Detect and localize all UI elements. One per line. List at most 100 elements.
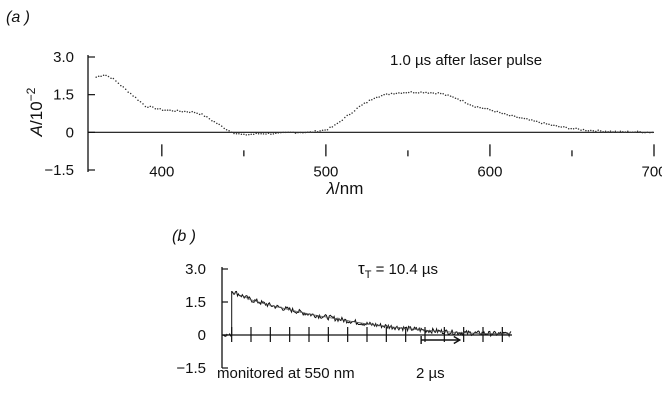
panel-a-ytick-label: 0	[66, 124, 74, 141]
panel-a-data-point	[179, 110, 181, 112]
panel-a-data-point	[407, 91, 410, 94]
panel-a-data-point	[508, 114, 511, 117]
panel-a-data-point	[385, 93, 388, 95]
panel-a-data-point	[467, 103, 469, 105]
panel-a-data-point	[533, 120, 535, 122]
panel-a-data-point	[198, 113, 201, 116]
panel-a-label: (a )	[6, 9, 30, 26]
panel-a-data-point	[592, 130, 595, 132]
panel-a-data-point	[563, 125, 565, 128]
panel-a-data-point	[243, 133, 245, 135]
panel-a-data-point	[523, 117, 526, 120]
panel-a-data-point	[442, 93, 444, 95]
panel-a-data-point	[439, 92, 442, 95]
panel-a-data-point	[516, 116, 518, 119]
panel-a-data-point	[270, 133, 272, 135]
panel-a-data-point	[572, 128, 575, 130]
panel-a-data-point	[479, 106, 481, 109]
panel-a-data-point	[351, 112, 353, 114]
panel-a-data-point	[395, 92, 398, 95]
panel-a-data-point	[152, 106, 154, 108]
panel-a-data-point	[427, 92, 430, 94]
panel-a-data-point	[248, 133, 250, 136]
panel-a-data-point	[580, 129, 582, 131]
panel-a-xlabel-symbol: λ	[326, 179, 335, 198]
panel-a-data-point	[211, 119, 213, 122]
panel-a-data-point	[486, 107, 489, 110]
panel-a-data-point	[599, 130, 602, 132]
panel-a-data-point	[582, 128, 585, 131]
panel-a-data-point	[639, 131, 641, 133]
panel-a-data-point	[230, 131, 233, 134]
panel-a-data-point	[617, 131, 619, 133]
panel-a-xlabel: λ/nm	[326, 179, 364, 198]
panel-a-data-point	[218, 123, 220, 126]
panel-a-data-point	[491, 109, 494, 112]
panel-a-data-point	[641, 131, 644, 134]
panel-a-data-point	[595, 130, 597, 133]
panel-a-data-point	[191, 110, 193, 113]
panel-a-data-point	[403, 91, 405, 94]
panel-a-data-point	[634, 131, 636, 133]
panel-a-data-point	[240, 133, 243, 135]
panel-b-ytick-label: 3.0	[185, 261, 206, 278]
panel-a-data-point	[521, 117, 523, 119]
panel-a-data-point	[102, 74, 105, 76]
panel-a-data-point	[629, 131, 631, 134]
panel-a-data-point	[134, 96, 137, 99]
panel-a-data-point	[545, 123, 548, 125]
panel-a-data-point	[575, 127, 577, 130]
panel-a-data-point	[540, 122, 543, 125]
panel-a-data-point	[344, 116, 346, 119]
panel-a-data-point	[393, 93, 395, 95]
panel-a-data-point	[550, 124, 553, 127]
panel-a-data-point	[339, 120, 341, 123]
panel-a-data-point	[307, 131, 309, 133]
panel-a-data-point	[203, 115, 206, 117]
panel-a-data-point	[597, 129, 599, 131]
panel-a-data-point	[233, 132, 235, 135]
panel-b-axes	[221, 267, 512, 368]
panel-a-data-point	[612, 131, 614, 133]
panel-a-data-point	[400, 92, 403, 95]
panel-a-data-point	[481, 107, 484, 109]
panel-a-data-point	[132, 95, 134, 97]
panel-a-data-point	[294, 132, 297, 134]
panel-a-data-point	[287, 131, 289, 134]
panel-a-data-point	[368, 99, 371, 101]
panel-a-ytick-label: 1.5	[53, 87, 74, 104]
panel-a-data-point	[518, 117, 521, 119]
panel-a-data-point	[454, 97, 457, 100]
panel-a-data-point	[474, 106, 476, 108]
panel-a-data-point	[260, 132, 262, 135]
panel-a-data-point	[255, 132, 257, 135]
panel-a-data-point	[459, 99, 462, 102]
panel-a-data-point	[548, 123, 550, 126]
panel-a-data-point	[577, 128, 580, 130]
panel-b-monitored-label: monitored at 550 nm	[217, 365, 355, 382]
panel-a-data-point	[316, 131, 319, 133]
panel-a-data-point	[184, 110, 186, 113]
panel-a-data-point	[513, 115, 516, 117]
panel-a-data-point	[371, 98, 373, 101]
panel-b-ytick-label: 0	[198, 327, 206, 344]
panel-a-data-point	[252, 133, 255, 135]
panel-a-data-point	[398, 92, 400, 94]
panel-a-xtick-label: 400	[149, 163, 174, 180]
panel-a-data-point	[602, 130, 604, 133]
panel-a-data-point	[164, 109, 166, 111]
panel-a-data-point	[196, 112, 198, 114]
panel-a: (a ) 1.0 µs after laser pulse A/10−2 3.0…	[6, 9, 662, 198]
panel-a-data-point	[375, 96, 378, 99]
panel-a-data-point	[649, 131, 651, 134]
panel-a-ylabel-symbol: A	[27, 125, 46, 137]
panel-a-data-point	[304, 131, 307, 134]
panel-a-data-point	[166, 109, 169, 111]
panel-a-data-point	[501, 112, 503, 115]
panel-a-data-point	[115, 80, 117, 82]
panel-a-data-point	[361, 104, 363, 106]
panel-a-data-point	[169, 109, 171, 111]
panel-a-data-point	[193, 111, 196, 114]
panel-a-data-point	[142, 103, 144, 105]
